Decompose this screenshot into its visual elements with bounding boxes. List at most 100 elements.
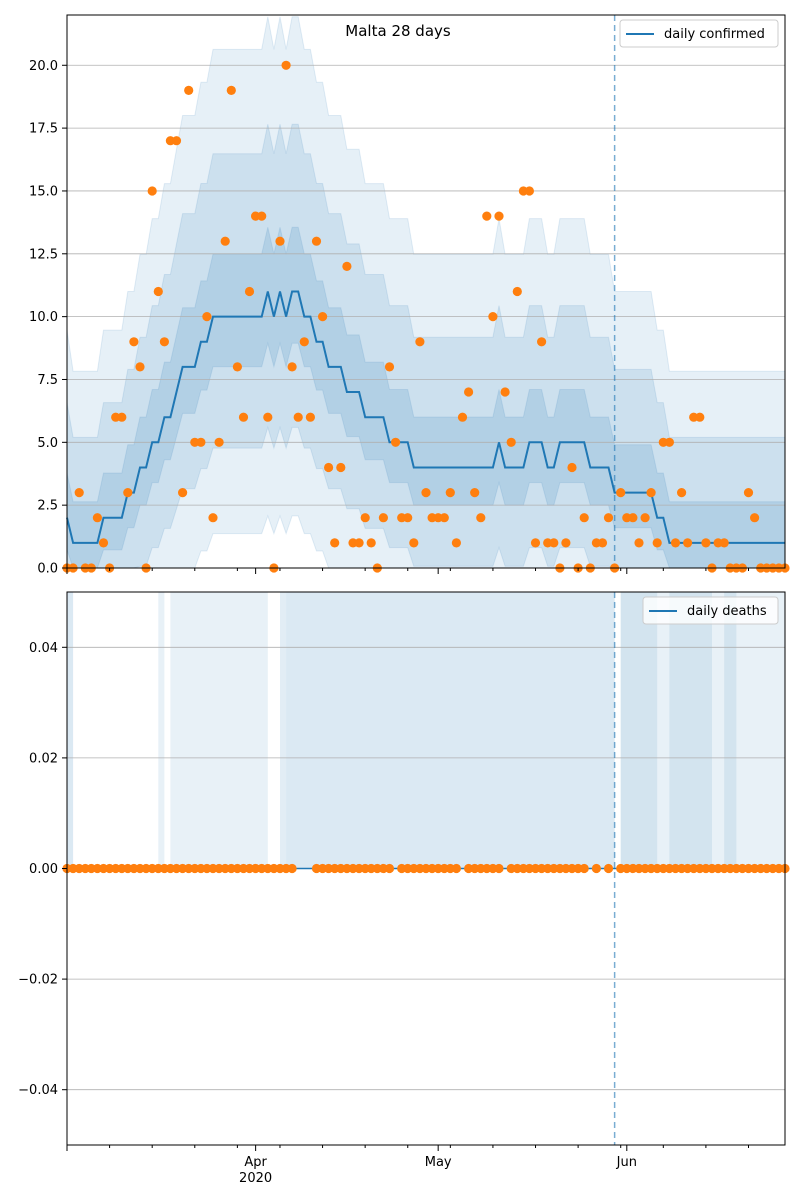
x-tick-label-apr: Apr <box>244 1155 267 1170</box>
confirmed-data-point <box>391 437 401 447</box>
deaths-uncertainty-bands <box>67 592 785 869</box>
x-tick-year-label: 2020 <box>239 1171 272 1186</box>
deaths-uncertainty-band <box>669 592 712 869</box>
deaths-data-point <box>579 863 589 874</box>
confirmed-data-point <box>92 513 102 523</box>
confirmed-data-point <box>409 538 419 548</box>
confirmed-data-point <box>281 60 291 70</box>
confirmed-data-point <box>537 337 547 347</box>
confirmed-data-point <box>488 312 498 322</box>
confirmed-data-point <box>451 538 461 548</box>
confirmed-data-point <box>293 412 303 422</box>
deaths-y-ticks: −0.04 −0.02 0.00 0.02 0.04 <box>18 641 67 1098</box>
confirmed-legend-label: daily confirmed <box>664 27 765 42</box>
confirmed-data-point <box>683 538 693 548</box>
confirmed-data-point <box>457 412 468 422</box>
deaths-plot-frame <box>66 591 786 1146</box>
confirmed-data-point <box>360 513 370 523</box>
x-tick-label-may: May <box>425 1155 452 1170</box>
confirmed-data-point <box>147 186 157 196</box>
confirmed-data-point <box>476 513 486 523</box>
confirmed-data-point <box>257 211 267 221</box>
confirmed-data-point <box>98 538 109 548</box>
deaths-legend-label: daily deaths <box>687 604 767 619</box>
deaths-y-tick-label: 0.02 <box>29 751 58 766</box>
confirmed-y-tick-label: 10.0 <box>29 310 58 325</box>
confirmed-y-tick-label: 17.5 <box>29 122 58 137</box>
confirmed-data-point <box>244 286 255 297</box>
deaths-panel: −0.04 −0.02 0.00 0.02 0.04 Apr May Jun 2020 dai… <box>18 591 790 1186</box>
confirmed-data-point <box>342 261 352 271</box>
deaths-data-point <box>384 863 395 874</box>
confirmed-data-point <box>311 236 322 246</box>
deaths-x-ticks: Apr May Jun 2020 <box>66 1145 749 1186</box>
confirmed-data-point <box>646 488 656 498</box>
confirmed-data-point <box>117 412 127 422</box>
deaths-data-point <box>603 863 614 874</box>
deaths-data-point <box>494 863 504 874</box>
confirmed-data-point <box>579 513 589 523</box>
confirmed-data-point <box>196 437 206 447</box>
confirmed-data-point <box>287 362 297 372</box>
confirmed-y-tick-label: 2.5 <box>37 499 58 514</box>
deaths-legend: daily deaths <box>642 596 779 625</box>
confirmed-data-point <box>299 337 309 347</box>
chart-title: Malta 28 days <box>345 22 451 40</box>
confirmed-data-point <box>561 538 571 548</box>
deaths-y-tick-label: 0.00 <box>29 862 58 877</box>
confirmed-legend: daily confirmed <box>619 19 779 48</box>
deaths-uncertainty-band <box>158 592 165 869</box>
deaths-uncertainty-band <box>67 592 74 869</box>
confirmed-data-point <box>202 312 212 322</box>
confirmed-data-point <box>318 312 328 322</box>
confirmed-data-point <box>652 538 662 548</box>
confirmed-data-point <box>494 211 504 221</box>
confirmed-data-point <box>500 387 510 397</box>
deaths-uncertainty-band <box>286 592 615 869</box>
deaths-uncertainty-band <box>170 592 268 869</box>
confirmed-data-point <box>530 538 541 548</box>
confirmed-y-ticks: 0.0 2.5 5.0 7.5 10.0 12.5 15.0 17.5 20.0 <box>29 59 67 577</box>
confirmed-data-point <box>415 337 425 347</box>
confirmed-data-point <box>634 538 644 548</box>
confirmed-data-point <box>263 412 273 422</box>
confirmed-data-point <box>464 387 474 397</box>
confirmed-data-point <box>421 488 431 498</box>
confirmed-data-point <box>524 186 535 196</box>
confirmed-data-point <box>512 286 522 297</box>
confirmed-data-point <box>384 362 395 372</box>
confirmed-y-tick-label: 15.0 <box>29 184 58 199</box>
confirmed-data-point <box>220 236 230 246</box>
confirmed-data-point <box>354 538 364 548</box>
confirmed-data-point <box>597 538 608 548</box>
confirmed-data-point <box>470 488 480 498</box>
confirmed-data-point <box>677 488 687 498</box>
confirmed-data-point <box>275 236 285 246</box>
confirmed-data-point <box>403 513 413 523</box>
deaths-y-tick-label: 0.04 <box>29 641 58 656</box>
confirmed-data-point <box>701 538 711 548</box>
confirmed-data-point <box>208 513 218 523</box>
confirmed-data-point <box>616 488 626 498</box>
confirmed-data-point <box>214 437 224 447</box>
confirmed-data-point <box>640 513 650 523</box>
confirmed-data-point <box>178 488 188 498</box>
confirmed-data-point <box>750 513 760 523</box>
deaths-uncertainty-band <box>620 592 785 869</box>
confirmed-data-point <box>549 538 559 548</box>
confirmed-y-tick-label: 7.5 <box>37 373 58 388</box>
confirmed-panel: Malta 28 days 0.0 2.5 5.0 7.5 10.0 12.5 15.0 17… <box>29 14 790 577</box>
deaths-data-point <box>287 863 297 874</box>
confirmed-data-point <box>719 538 729 548</box>
confirmed-data-point <box>366 538 376 548</box>
confirmed-plot-frame <box>66 14 786 569</box>
confirmed-data-point <box>238 412 249 422</box>
confirmed-data-point <box>378 513 388 523</box>
confirmed-data-point <box>743 488 754 498</box>
confirmed-data-point <box>664 437 675 447</box>
confirmed-data-point <box>171 136 182 146</box>
confirmed-data-point <box>445 488 455 498</box>
confirmed-uncertainty-bands <box>66 16 786 569</box>
